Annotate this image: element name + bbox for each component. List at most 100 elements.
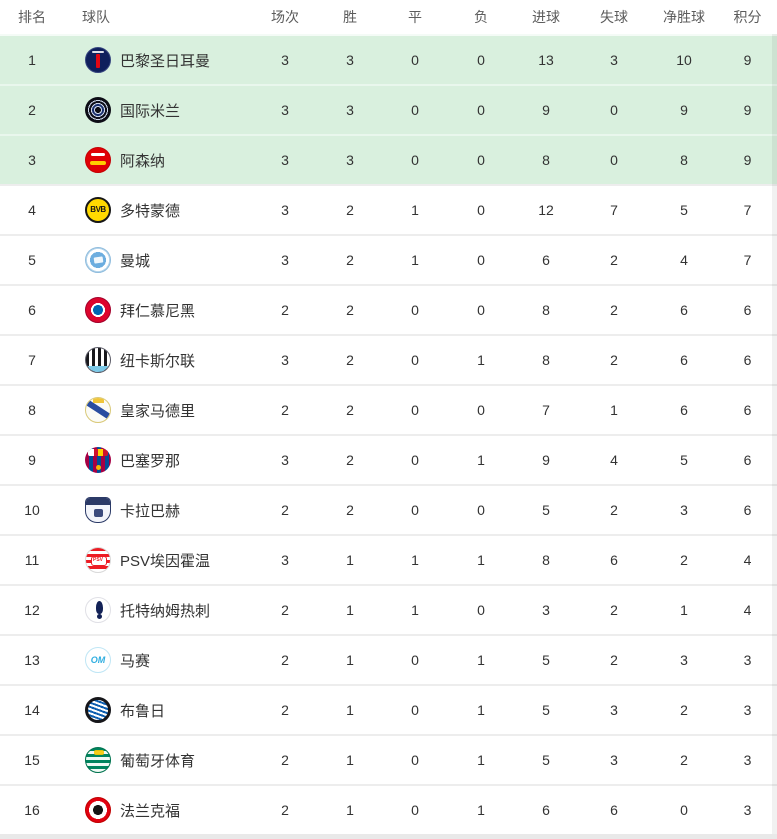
team-name: 国际米兰 <box>120 102 181 120</box>
stat-points: 4 <box>743 602 752 618</box>
team-name: 法兰克福 <box>120 802 181 820</box>
team-name: 拜仁慕尼黑 <box>120 302 196 320</box>
team-logo-tottenham-icon <box>85 597 111 623</box>
stat-draw: 1 <box>411 552 419 568</box>
stat-goals-for: 7 <box>542 402 550 418</box>
table-row[interactable]: 5 曼城 3 2 1 0 6 2 4 7 <box>0 234 777 284</box>
team-logo-psg-icon <box>85 47 111 73</box>
stat-goals-against: 6 <box>610 552 618 568</box>
table-row[interactable]: 4 BVB 多特蒙德 3 2 1 0 12 7 5 7 <box>0 184 777 234</box>
stat-goals-for: 8 <box>542 302 550 318</box>
table-row[interactable]: 9 巴塞罗那 3 2 0 1 9 4 5 6 <box>0 434 777 484</box>
team-logo-mancity-icon <box>85 247 111 273</box>
column-header-win: 胜 <box>343 9 357 25</box>
stat-draw: 0 <box>411 802 419 818</box>
rank-cell: 1 <box>28 52 36 68</box>
team-cell: 阿森纳 <box>64 147 252 173</box>
stat-played: 3 <box>281 102 289 118</box>
stat-goals-against: 0 <box>610 152 618 168</box>
scrollbar-track[interactable] <box>772 34 777 834</box>
stat-loss: 0 <box>477 252 485 268</box>
stat-points: 6 <box>743 452 752 468</box>
stat-goal-diff: 5 <box>680 452 688 468</box>
table-row[interactable]: 13 OM 马赛 2 1 0 1 5 2 3 3 <box>0 634 777 684</box>
table-row[interactable]: 6 拜仁慕尼黑 2 2 0 0 8 2 6 6 <box>0 284 777 334</box>
table-row[interactable]: 3 阿森纳 3 3 0 0 8 0 8 9 <box>0 134 777 184</box>
stat-goals-for: 12 <box>538 202 554 218</box>
team-logo-marseille-icon: OM <box>85 647 111 673</box>
stat-win: 2 <box>346 252 354 268</box>
team-name: 马赛 <box>120 652 151 670</box>
table-row[interactable]: 10 卡拉巴赫 2 2 0 0 5 2 3 6 <box>0 484 777 534</box>
table-row[interactable]: 15 葡萄牙体育 2 1 0 1 5 3 2 3 <box>0 734 777 784</box>
stat-goals-for: 6 <box>542 252 550 268</box>
stat-played: 3 <box>281 352 289 368</box>
stat-goals-against: 2 <box>610 302 618 318</box>
stat-points: 6 <box>743 302 752 318</box>
team-cell: 卡拉巴赫 <box>64 497 252 523</box>
stat-draw: 0 <box>411 52 419 68</box>
rank-cell: 12 <box>24 602 40 618</box>
stat-goals-for: 13 <box>538 52 554 68</box>
table-row[interactable]: 7 纽卡斯尔联 3 2 0 1 8 2 6 6 <box>0 334 777 384</box>
team-logo-newcastle-icon <box>85 347 111 373</box>
stat-goals-for: 9 <box>542 452 550 468</box>
stat-goal-diff: 5 <box>680 202 688 218</box>
stat-played: 3 <box>281 152 289 168</box>
team-name: 纽卡斯尔联 <box>120 352 196 370</box>
stat-win: 1 <box>346 552 354 568</box>
stat-goals-for: 8 <box>542 552 550 568</box>
stat-loss: 0 <box>477 202 485 218</box>
table-row[interactable]: 1 巴黎圣日耳曼 3 3 0 0 13 3 10 9 <box>0 34 777 84</box>
table-body: 1 巴黎圣日耳曼 3 3 0 0 13 3 10 9 2 国际米兰 3 3 0 0 9 0 9 9 3 阿森纳 3 3 0 0 8 0… <box>0 34 777 834</box>
column-header-draw: 平 <box>408 9 422 25</box>
stat-win: 2 <box>346 402 354 418</box>
table-row[interactable]: 16 法兰克福 2 1 0 1 6 6 0 3 <box>0 784 777 834</box>
stat-win: 1 <box>346 702 354 718</box>
stat-played: 2 <box>281 802 289 818</box>
stat-played: 3 <box>281 452 289 468</box>
stat-goals-against: 1 <box>610 402 618 418</box>
team-logo-qarabag-icon <box>85 497 111 523</box>
rank-cell: 6 <box>28 302 36 318</box>
stat-goals-against: 3 <box>610 52 618 68</box>
stat-goal-diff: 0 <box>680 802 688 818</box>
stat-points: 3 <box>743 652 752 668</box>
stat-played: 2 <box>281 752 289 768</box>
stat-loss: 0 <box>477 52 485 68</box>
team-name: PSV埃因霍温 <box>120 552 211 570</box>
column-header-goal-diff: 净胜球 <box>663 9 705 25</box>
team-name: 卡拉巴赫 <box>120 502 181 520</box>
table-row[interactable]: 12 托特纳姆热刺 2 1 1 0 3 2 1 4 <box>0 584 777 634</box>
stat-win: 1 <box>346 652 354 668</box>
team-cell: PSV PSV埃因霍温 <box>64 547 252 573</box>
table-row[interactable]: 14 布鲁日 2 1 0 1 5 3 2 3 <box>0 684 777 734</box>
stat-loss: 0 <box>477 502 485 518</box>
team-name: 多特蒙德 <box>120 202 181 220</box>
team-cell: 拜仁慕尼黑 <box>64 297 252 323</box>
table-row[interactable]: 2 国际米兰 3 3 0 0 9 0 9 9 <box>0 84 777 134</box>
stat-played: 3 <box>281 552 289 568</box>
stat-goals-against: 2 <box>610 652 618 668</box>
table-row[interactable]: 8 皇家马德里 2 2 0 0 7 1 6 6 <box>0 384 777 434</box>
stat-points: 9 <box>743 152 752 168</box>
team-name: 巴塞罗那 <box>120 452 181 470</box>
stat-loss: 1 <box>477 652 485 668</box>
column-header-goals-for: 进球 <box>532 9 560 25</box>
stat-draw: 0 <box>411 402 419 418</box>
rank-cell: 13 <box>24 652 40 668</box>
stat-points: 6 <box>743 502 752 518</box>
stat-goals-for: 9 <box>542 102 550 118</box>
stat-loss: 1 <box>477 802 485 818</box>
column-header-played: 场次 <box>271 9 299 25</box>
team-cell: 托特纳姆热刺 <box>64 597 252 623</box>
table-row[interactable]: 11 PSV PSV埃因霍温 3 1 1 1 8 6 2 4 <box>0 534 777 584</box>
column-header-loss: 负 <box>474 9 488 25</box>
rank-cell: 7 <box>28 352 36 368</box>
stat-draw: 0 <box>411 502 419 518</box>
rank-cell: 4 <box>28 202 36 218</box>
stat-loss: 1 <box>477 552 485 568</box>
team-logo-text: PSV <box>92 556 103 563</box>
stat-win: 1 <box>346 752 354 768</box>
team-cell: BVB 多特蒙德 <box>64 197 252 223</box>
